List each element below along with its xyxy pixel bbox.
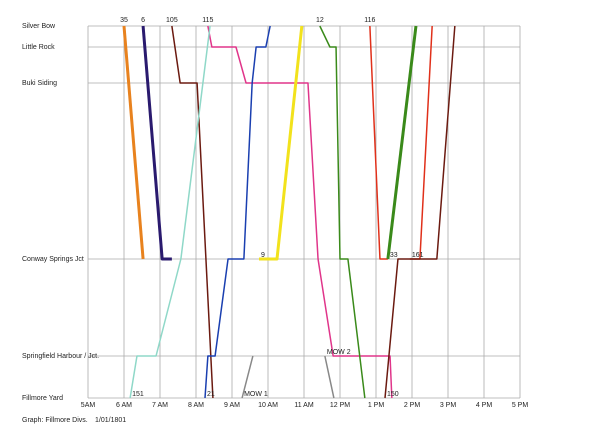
x-tick-label: 5AM	[81, 402, 96, 409]
train-label: 105	[166, 17, 178, 24]
train-label: 115	[202, 17, 213, 24]
caption: Graph: Fillmore Divs.	[22, 417, 88, 424]
x-tick-label: 4 PM	[476, 402, 493, 409]
train-path	[204, 25, 271, 399]
x-tick-label: 5 PM	[512, 402, 529, 409]
train-label: 33	[390, 252, 398, 259]
train-label: 150	[387, 391, 399, 398]
train-path	[122, 25, 145, 260]
train-label: 116	[364, 17, 375, 24]
train-path	[369, 25, 388, 260]
station-label: Little Rock	[22, 44, 55, 51]
station-label: Fillmore Yard	[22, 395, 63, 402]
train-path	[171, 25, 214, 399]
train-path	[386, 25, 418, 260]
train-path	[141, 25, 172, 261]
train-path	[207, 25, 393, 399]
x-tick-label: 11 AM	[294, 402, 313, 409]
x-tick-label: 9 AM	[224, 402, 240, 409]
train-path	[384, 25, 456, 399]
train-label: MOW 1	[244, 391, 268, 398]
station-label: Conway Springs Jct	[22, 256, 84, 263]
station-label: Springfield Harbour / Jct.	[22, 353, 99, 360]
x-tick-label: 8 AM	[188, 402, 204, 409]
x-tick-label: 12 PM	[330, 402, 350, 409]
train-label: MOW 2	[327, 349, 351, 356]
x-tick-label: 3 PM	[440, 402, 457, 409]
train-label: 9	[261, 252, 265, 259]
train-path	[319, 25, 366, 399]
train-label: 21	[207, 391, 215, 398]
train-path	[324, 355, 335, 399]
train-label: 151	[132, 391, 144, 398]
x-tick-label: 7 AM	[152, 402, 168, 409]
station-label: Silver Bow	[22, 23, 56, 30]
x-tick-label: 6 AM	[116, 402, 132, 409]
train-path	[129, 25, 211, 399]
x-tick-label: 2 PM	[404, 402, 421, 409]
train-label: 12	[316, 17, 324, 24]
train-label: 161	[412, 252, 424, 259]
train-label: 35	[120, 17, 128, 24]
x-tick-label: 10 AM	[258, 402, 278, 409]
date: 1/01/1801	[95, 417, 126, 424]
train-path	[259, 25, 304, 261]
train-path	[241, 355, 254, 399]
x-tick-label: 1 PM	[368, 402, 385, 409]
train-label: 6	[141, 17, 145, 24]
station-label: Buki Siding	[22, 80, 57, 87]
